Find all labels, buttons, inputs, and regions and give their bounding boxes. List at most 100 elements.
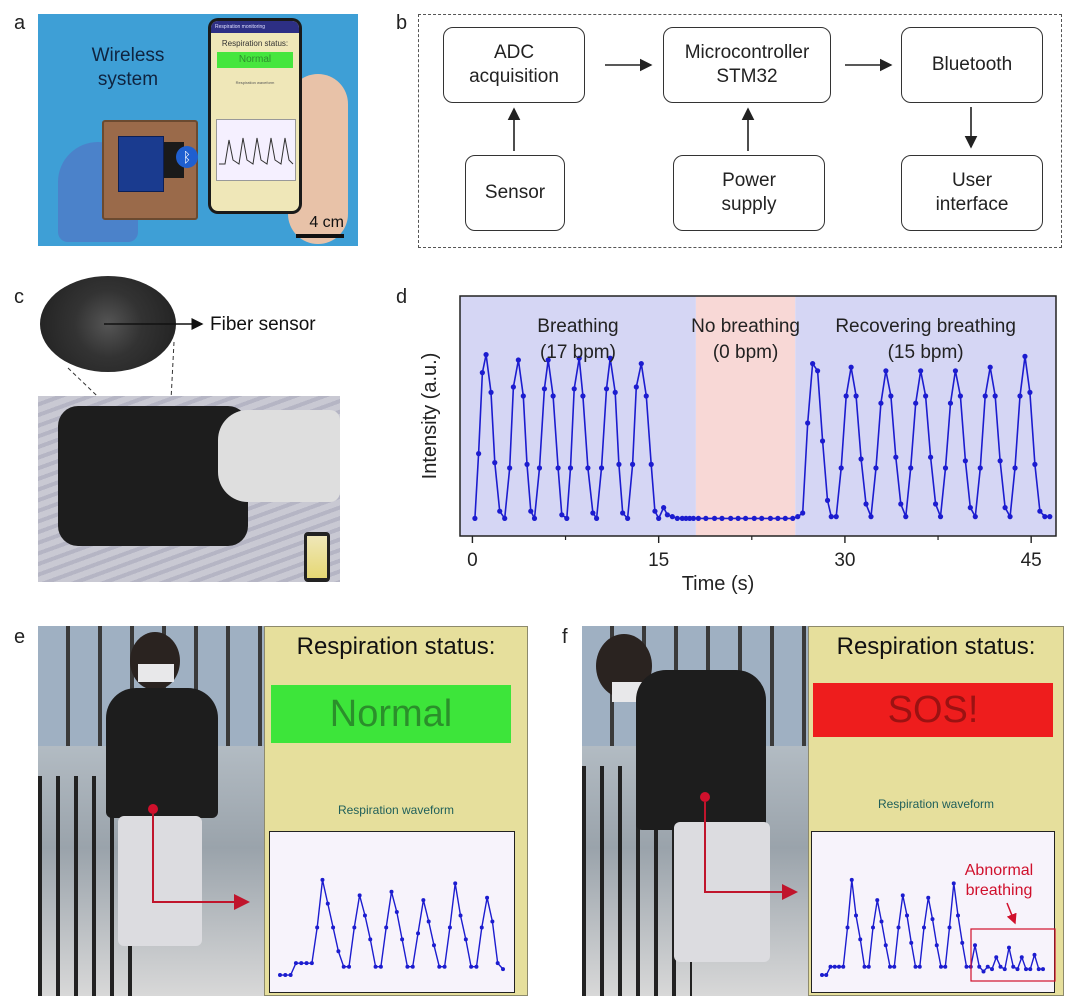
data-point — [751, 515, 757, 522]
data-point — [576, 355, 582, 361]
waveform-point — [994, 955, 999, 960]
panel-label-e: e — [14, 626, 26, 648]
data-point — [559, 512, 565, 518]
data-point — [703, 515, 709, 522]
respiration-chart: 0 15 30 45 Time (s) Intensity (a.u.) Breath… — [419, 295, 1057, 595]
waveform-point — [1041, 967, 1045, 972]
data-point — [913, 400, 919, 406]
waveform-point — [1002, 967, 1007, 972]
sensor-box: Sensor — [465, 155, 565, 231]
data-point — [942, 465, 949, 471]
chart-region-label-2: Recovering breathing — [835, 316, 1016, 337]
chart-region-sublabel-2: (15 bpm) — [888, 342, 964, 363]
x-tick-label-15: 15 — [648, 550, 669, 571]
data-point — [492, 460, 498, 466]
data-point — [888, 393, 894, 399]
scale-bar-label: 4 cm — [309, 214, 344, 231]
data-point — [790, 515, 796, 522]
data-point — [528, 508, 534, 514]
data-point — [580, 393, 586, 399]
waveform-point — [943, 964, 948, 969]
data-point — [838, 465, 844, 471]
data-point — [664, 512, 670, 518]
data-point — [612, 389, 618, 395]
data-point — [728, 515, 734, 522]
waveform-point — [278, 973, 282, 978]
panel-label-b: b — [396, 12, 408, 34]
waveform-point — [926, 895, 931, 900]
abnormal-breathing-label: Abnormal breathing — [964, 862, 1034, 899]
data-point — [620, 510, 626, 516]
data-point — [932, 501, 939, 507]
waveform-point — [998, 964, 1003, 969]
data-point — [1022, 353, 1028, 359]
data-point — [883, 368, 889, 374]
fiber-sensor-photo: Fiber sensor — [38, 272, 340, 584]
data-point — [858, 456, 864, 462]
data-point — [878, 400, 884, 406]
x-tick-label-0: 0 — [467, 550, 478, 571]
waveform-point — [362, 913, 367, 918]
data-point — [1002, 505, 1008, 511]
waveform-point — [1007, 945, 1011, 950]
data-point — [674, 515, 680, 522]
waveform-point — [384, 925, 389, 930]
data-point — [648, 461, 654, 467]
data-point — [1047, 514, 1053, 520]
adc-acquisition-box: ADC acquisition — [443, 27, 585, 103]
data-point — [687, 515, 693, 522]
status-title-e: Respiration status: — [296, 633, 496, 660]
waveform-point — [469, 964, 474, 969]
data-point — [824, 497, 831, 503]
chart-region-label-1: No breathing — [691, 316, 800, 337]
waveform-point — [357, 893, 362, 898]
waveform-point — [947, 925, 952, 930]
bluetooth-box: Bluetooth — [901, 27, 1043, 103]
waveform-point — [378, 964, 383, 969]
data-point — [483, 352, 489, 358]
waveform-point — [405, 964, 410, 969]
data-point — [545, 357, 551, 363]
waveform-point — [892, 964, 897, 969]
waveform-point — [888, 964, 892, 969]
data-point — [992, 393, 998, 399]
data-point — [923, 393, 929, 399]
data-point — [1037, 508, 1043, 514]
data-point — [656, 515, 662, 522]
waveform-point — [854, 913, 858, 918]
waveform-point — [394, 909, 399, 914]
waveform-point — [964, 964, 969, 969]
waveform-box-f — [811, 831, 1055, 993]
data-point — [1032, 461, 1038, 467]
data-point — [652, 508, 658, 514]
waveform-point — [501, 967, 505, 972]
data-point — [585, 465, 591, 471]
waveform-point — [960, 940, 965, 945]
lying-person-photo — [38, 396, 340, 582]
data-point — [863, 501, 869, 507]
data-point — [488, 389, 494, 395]
phone-screen-e: Respiration status: Normal Respiration w… — [264, 626, 528, 996]
data-point — [759, 515, 765, 522]
waveform-point — [951, 881, 956, 886]
data-point — [848, 364, 854, 370]
waveform-point — [973, 943, 977, 948]
waveform-point — [845, 925, 850, 930]
waveform-point — [930, 917, 935, 922]
data-point — [507, 465, 513, 471]
waveform-point — [320, 877, 325, 882]
waveform-point — [896, 925, 901, 930]
data-point — [972, 514, 978, 520]
waveform-point — [463, 937, 468, 942]
phone-screen: Respiration monitoring Respiration statu… — [211, 21, 299, 211]
circuit-board — [102, 120, 198, 220]
waveform-point — [373, 964, 378, 969]
data-point — [810, 361, 816, 367]
waveform-line-e — [278, 877, 505, 978]
x-tick-label-45: 45 — [1021, 550, 1042, 571]
waveform-point — [841, 964, 846, 969]
data-point — [767, 515, 774, 522]
chart-region-sublabel-0: (17 bpm) — [540, 342, 616, 363]
power-supply-box: Power supply — [673, 155, 825, 231]
arrow-body-to-screen-e — [152, 814, 250, 910]
